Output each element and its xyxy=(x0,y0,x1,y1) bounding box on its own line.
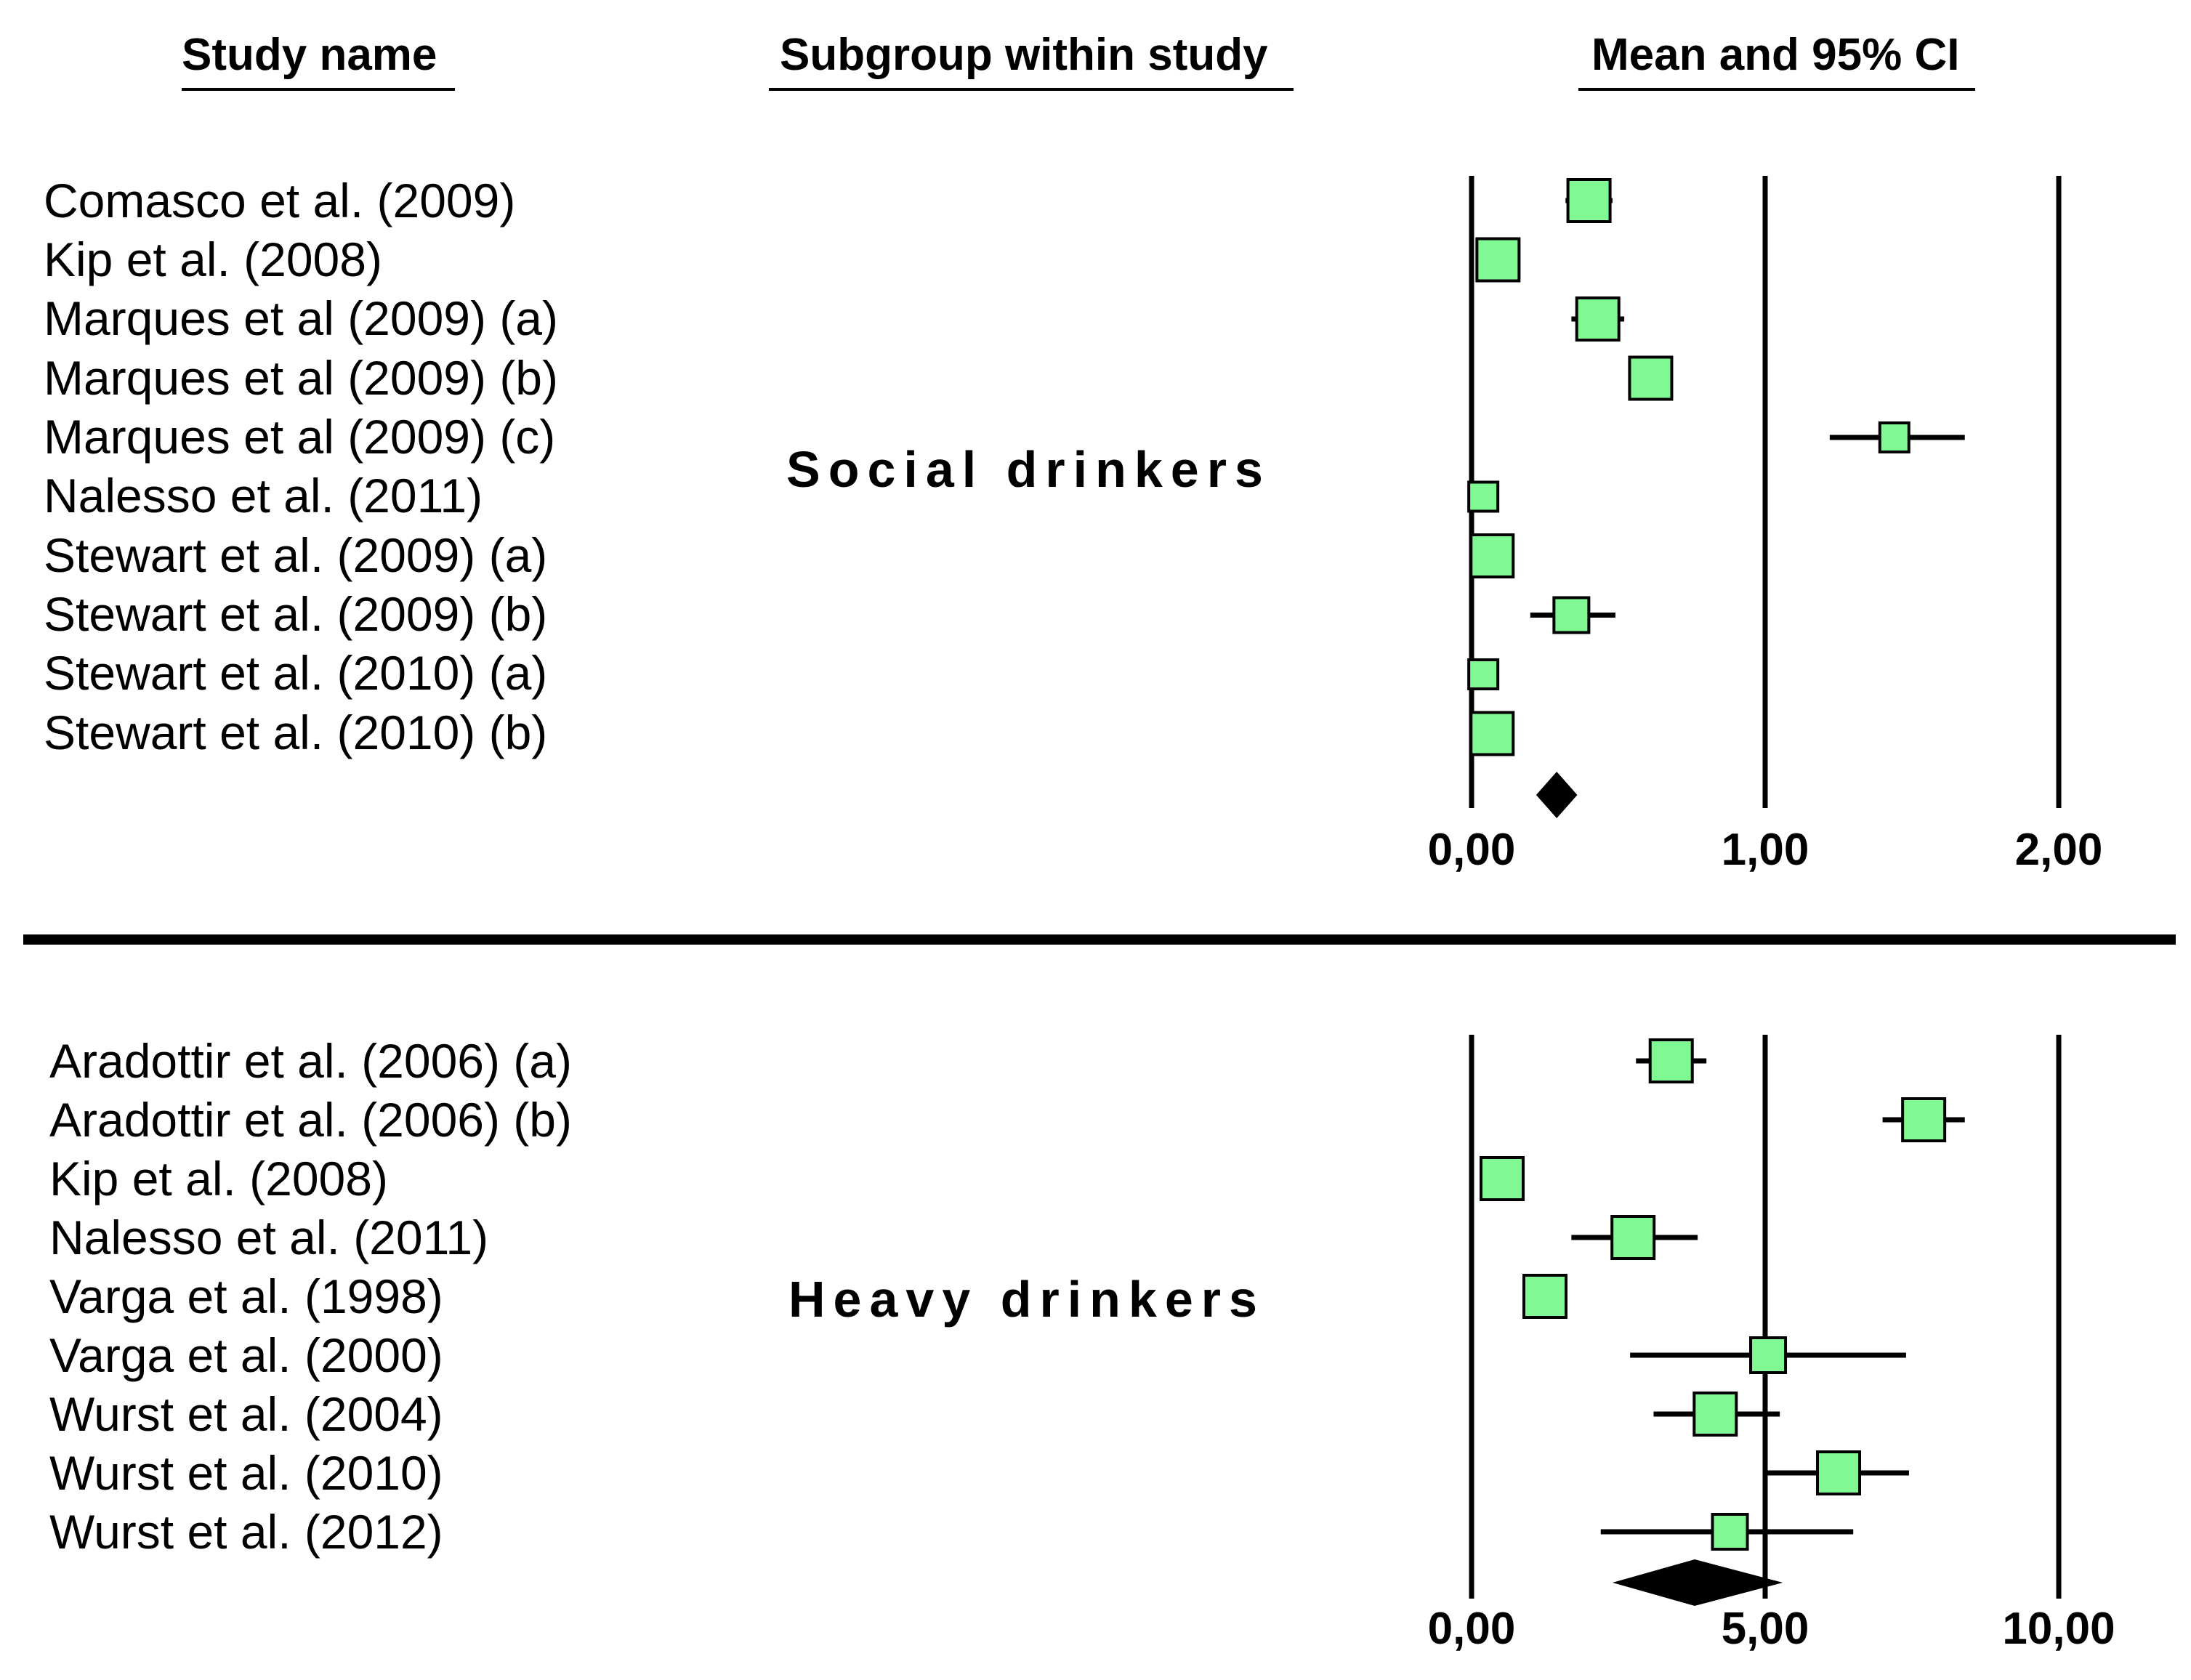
study-name: Stewart et al. (2010) (a) xyxy=(44,646,548,700)
effect-marker xyxy=(1552,596,1591,634)
study-name: Marques et al (2009) (b) xyxy=(44,351,558,405)
header-mean-ci-underline xyxy=(1578,88,1975,91)
effect-marker xyxy=(1566,178,1612,223)
subgroup-label-social: Social drinkers xyxy=(786,441,1271,498)
study-name: Stewart et al. (2010) (b) xyxy=(44,706,548,759)
effect-marker xyxy=(1749,1336,1788,1374)
study-name: Kip et al. (2008) xyxy=(44,233,382,286)
study-name: Varga et al. (2000) xyxy=(49,1328,443,1382)
effect-marker xyxy=(1878,421,1910,453)
study-name: Aradottir et al. (2006) (b) xyxy=(49,1093,572,1147)
effect-marker xyxy=(1901,1097,1947,1142)
study-name: Kip et al. (2008) xyxy=(49,1152,388,1206)
study-name: Aradottir et al. (2006) (a) xyxy=(49,1034,572,1088)
section-divider xyxy=(23,934,2176,945)
tick-label: 5,00 xyxy=(1722,1604,1809,1654)
effect-marker xyxy=(1469,711,1515,756)
effect-marker xyxy=(1480,1156,1525,1201)
study-name: Comasco et al. (2009) xyxy=(44,174,516,227)
effect-marker xyxy=(1469,533,1515,578)
effect-marker xyxy=(1467,658,1500,690)
header-mean-ci: Mean and 95% CI xyxy=(1591,30,1960,80)
summary-diamond xyxy=(1536,772,1578,818)
tick-label: 10,00 xyxy=(2002,1604,2115,1654)
study-name: Marques et al (2009) (c) xyxy=(44,410,556,464)
effect-marker xyxy=(1816,1450,1861,1495)
study-name: Stewart et al. (2009) (b) xyxy=(44,587,548,641)
effect-marker xyxy=(1692,1392,1738,1437)
study-name: Wurst et al. (2012) xyxy=(49,1505,443,1559)
header-subgroup: Subgroup within study xyxy=(780,30,1268,80)
tick-label: 1,00 xyxy=(1722,825,1809,875)
tick-label: 0,00 xyxy=(1428,825,1516,875)
study-name: Wurst et al. (2010) xyxy=(49,1446,443,1500)
effect-marker xyxy=(1648,1038,1694,1083)
effect-marker xyxy=(1575,296,1621,342)
forest-panel-social: 0,00 1,00 2,00 xyxy=(1428,176,2103,875)
header-study-name-underline xyxy=(182,88,455,91)
study-name: Varga et al. (1998) xyxy=(49,1269,443,1323)
effect-marker xyxy=(1711,1513,1749,1551)
study-name: Nalesso et al. (2011) xyxy=(49,1211,489,1264)
effect-marker xyxy=(1475,237,1521,283)
summary-diamond xyxy=(1612,1559,1783,1606)
effect-marker xyxy=(1610,1215,1656,1260)
tick-label: 0,00 xyxy=(1428,1604,1516,1654)
subgroup-label-heavy: Heavy drinkers xyxy=(788,1271,1265,1328)
header-subgroup-underline xyxy=(769,88,1294,91)
study-name: Stewart et al. (2009) (a) xyxy=(44,528,548,582)
effect-marker xyxy=(1522,1274,1567,1319)
study-name: Nalesso et al. (2011) xyxy=(44,469,483,522)
forest-panel-heavy: 0,00 5,00 10,00 xyxy=(1428,1035,2115,1654)
header-study-name: Study name xyxy=(182,30,437,80)
effect-marker xyxy=(1628,355,1674,401)
study-name: Marques et al (2009) (a) xyxy=(44,291,558,345)
study-name: Wurst et al. (2004) xyxy=(49,1387,443,1441)
effect-marker xyxy=(1467,480,1500,513)
tick-label: 2,00 xyxy=(2015,825,2103,875)
